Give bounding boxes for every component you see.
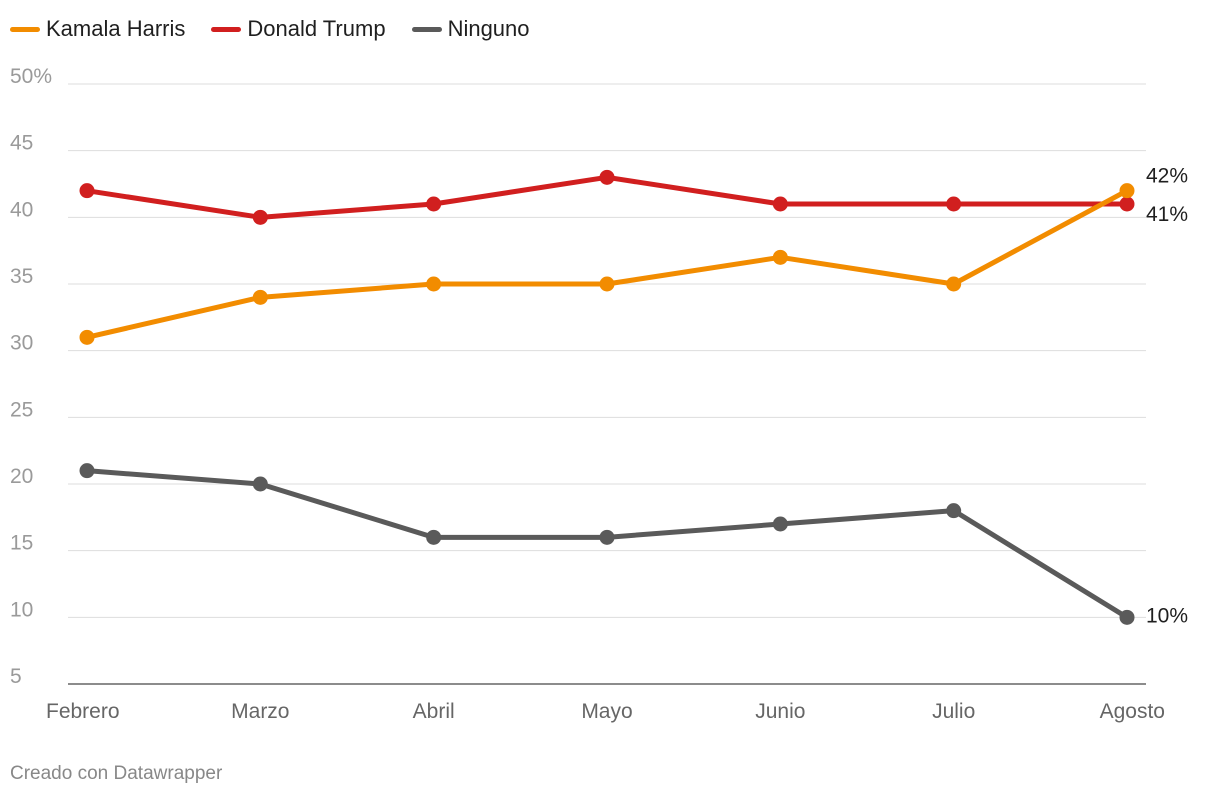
legend-swatch-ninguno [411, 26, 442, 32]
end-label-ninguno: 10% [1146, 604, 1188, 627]
x-axis-tick-labels: Febrero Marzo Abril Mayo Junio Julio Agosto [46, 700, 1165, 723]
x-tick-label-agosto: Agosto [1100, 700, 1165, 723]
data-point-trump-julio [946, 196, 962, 212]
data-point-trump-abril [426, 196, 442, 212]
x-tick-label-junio: Junio [755, 700, 805, 723]
data-point-harris-febrero [79, 329, 95, 345]
x-tick-label-febrero: Febrero [46, 700, 120, 723]
data-point-ninguno-mayo [599, 529, 615, 545]
data-point-ninguno-febrero [79, 463, 95, 479]
x-tick-label-julio: Julio [932, 700, 975, 723]
series-lines [79, 169, 1135, 625]
end-value-labels: 42% 41% 10% [1146, 165, 1188, 628]
x-tick-label-mayo: Mayo [581, 700, 632, 723]
data-point-harris-abril [426, 276, 442, 292]
legend-label-ninguno: Ninguno [447, 16, 530, 41]
data-point-trump-agosto [1119, 196, 1135, 212]
legend-item-ninguno: Ninguno [411, 14, 530, 44]
y-axis-tick-labels: 5 10 15 20 25 30 35 40 45 50% [10, 65, 52, 688]
y-tick-label-50: 50% [10, 65, 52, 88]
legend-item-harris: Kamala Harris [10, 14, 185, 44]
legend-label-trump: Donald Trump [247, 16, 386, 41]
data-point-ninguno-abril [426, 529, 442, 545]
end-label-trump: 41% [1146, 203, 1188, 226]
data-point-harris-marzo [252, 289, 268, 305]
data-point-harris-junio [772, 249, 788, 265]
data-point-trump-mayo [599, 169, 615, 185]
data-point-harris-agosto [1119, 183, 1135, 199]
data-point-harris-mayo [599, 276, 615, 292]
y-tick-label-45: 45 [10, 132, 33, 155]
x-tick-label-abril: Abril [413, 700, 455, 723]
x-tick-label-marzo: Marzo [231, 700, 289, 723]
chart-legend: Kamala Harris Donald Trump Ninguno [10, 14, 530, 44]
y-tick-label-20: 20 [10, 465, 33, 488]
end-label-harris: 42% [1146, 165, 1188, 188]
legend-label-harris: Kamala Harris [46, 16, 186, 41]
data-point-ninguno-julio [946, 503, 962, 519]
y-tick-label-30: 30 [10, 332, 33, 355]
y-tick-label-5: 5 [10, 665, 22, 688]
y-tick-label-15: 15 [10, 532, 33, 555]
data-point-ninguno-marzo [252, 476, 268, 492]
data-point-harris-julio [946, 276, 962, 292]
y-tick-label-35: 35 [10, 265, 33, 288]
data-point-trump-febrero [79, 183, 95, 199]
legend-item-trump: Donald Trump [211, 14, 386, 44]
y-tick-label-25: 25 [10, 398, 33, 421]
y-tick-label-10: 10 [10, 598, 33, 621]
legend-swatch-trump [211, 26, 242, 32]
legend-swatch-harris [10, 26, 40, 32]
data-point-trump-marzo [252, 209, 268, 225]
y-tick-label-40: 40 [10, 198, 33, 221]
footer-credit: Creado con Datawrapper [10, 763, 223, 784]
data-point-ninguno-agosto [1119, 609, 1135, 625]
data-point-ninguno-junio [772, 516, 788, 532]
data-point-trump-junio [772, 196, 788, 212]
